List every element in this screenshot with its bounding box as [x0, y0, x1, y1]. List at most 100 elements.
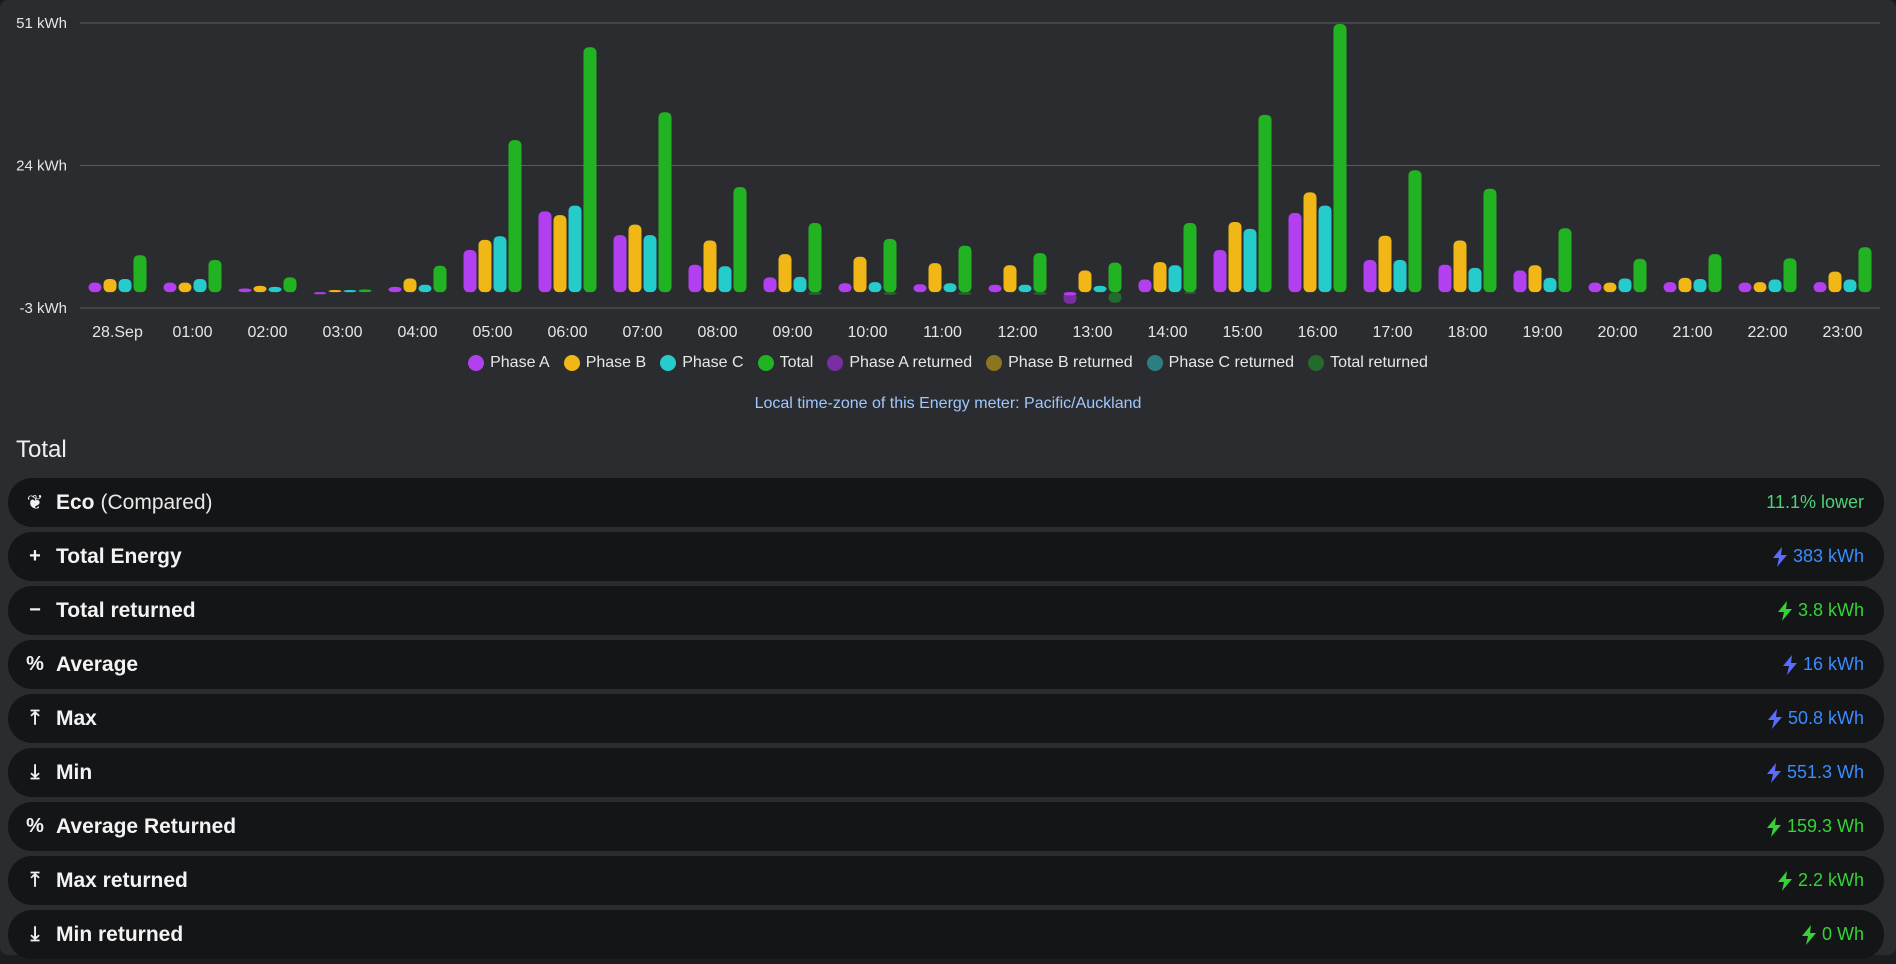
x-tick-label: 20:00 [1597, 324, 1637, 341]
x-tick-label: 13:00 [1072, 324, 1112, 341]
bar-total [1333, 24, 1347, 293]
bar-phase-b [1828, 271, 1842, 293]
legend-label: Phase B [585, 354, 647, 371]
stat-left: ❦ Eco (Compared) [24, 491, 213, 515]
legend-item[interactable]: Phase C [660, 354, 744, 372]
bar-phase-c [118, 278, 132, 293]
bar-phase-c [793, 276, 807, 293]
bar-phase-a [1663, 282, 1677, 293]
legend-swatch [1308, 355, 1325, 371]
x-tick-label: 23:00 [1822, 324, 1862, 341]
stat-value-group: 383 kWh [1772, 546, 1864, 567]
stat-value-group: 50.8 kWh [1767, 708, 1864, 729]
x-tick-label: 03:00 [322, 324, 362, 341]
bar-phase-c [268, 286, 282, 293]
bar-phase-a [463, 249, 477, 293]
bar-phase-a [613, 235, 627, 293]
legend-swatch [827, 355, 844, 371]
lightning-bolt-icon [1782, 654, 1798, 675]
bar-phase-a [313, 292, 327, 295]
legend-item[interactable]: Phase C returned [1146, 354, 1295, 372]
bar-phase-c [1693, 278, 1707, 293]
legend-label: Phase C [682, 354, 744, 371]
x-tick-label: 19:00 [1522, 324, 1562, 341]
stat-sublabel: (Compared) [100, 490, 213, 514]
bar-total-returned [1183, 292, 1197, 294]
arrow-up-to-line-icon: ⤒ [30, 707, 40, 729]
x-tick-label: 09:00 [772, 324, 812, 341]
legend-item[interactable]: Phase B returned [986, 354, 1133, 372]
bar-phase-b [628, 224, 642, 293]
legend-swatch [757, 355, 774, 371]
legend-label: Total returned [1330, 354, 1428, 371]
bar-total [283, 277, 297, 293]
legend-label: Phase C returned [1168, 354, 1295, 371]
stat-row-max[interactable]: ⤒ Max 50.8 kWh [8, 694, 1884, 743]
legend-item[interactable]: Total returned [1308, 354, 1428, 372]
bar-total [883, 238, 897, 293]
timezone-note: Local time-zone of this Energy meter: Pa… [754, 395, 1142, 412]
legend-swatch [468, 355, 485, 371]
stat-value: 3.8 kWh [1797, 600, 1864, 620]
plus-icon: + [29, 545, 41, 567]
bar-phase-a [688, 264, 702, 293]
legend-item[interactable]: Total [757, 354, 814, 372]
y-tick-label: 51 kWh [16, 15, 67, 32]
x-tick-label: 05:00 [472, 324, 512, 341]
bar-total [1258, 114, 1272, 293]
stat-value-group: 11.1% lower [1766, 492, 1864, 513]
stat-value: 11.1% lower [1766, 492, 1864, 512]
x-tick-label: 28.Sep [92, 324, 143, 341]
stat-left: ⤓ Min [24, 760, 93, 785]
legend-label: Phase A returned [849, 354, 973, 371]
x-tick-label: 04:00 [397, 324, 437, 341]
bar-phase-a [1138, 279, 1152, 293]
legend-label: Phase B returned [1008, 354, 1133, 371]
lightning-bolt-icon [1767, 708, 1783, 729]
bar-phase-c [1618, 278, 1632, 293]
bar-phase-c [1018, 284, 1032, 293]
bar-total [1408, 170, 1422, 293]
stat-row-total-energy[interactable]: + Total Energy 383 kWh [8, 532, 1884, 581]
legend-item[interactable]: Phase A returned [827, 354, 972, 372]
stat-row-min[interactable]: ⤓ Min 551.3 Wh [8, 748, 1884, 797]
legend-item[interactable]: Phase B [563, 354, 647, 372]
x-tick-label: 06:00 [547, 324, 587, 341]
bar-phase-a [1363, 259, 1377, 293]
bar-phase-a [1288, 213, 1302, 293]
x-tick-label: 07:00 [622, 324, 662, 341]
percent-icon: % [26, 815, 44, 837]
stat-row-average-returned[interactable]: % Average Returned 159.3 Wh [8, 802, 1884, 851]
bar-phase-b [1753, 282, 1767, 293]
stat-value-group: 0 Wh [1801, 924, 1864, 945]
bar-phase-b [1003, 265, 1017, 293]
stat-value: 159.3 Wh [1786, 816, 1864, 836]
legend-swatch [986, 355, 1003, 371]
bar-total [1033, 253, 1047, 293]
stat-left: % Average [24, 653, 138, 677]
bar-phase-c [718, 266, 732, 293]
x-tick-label: 11:00 [923, 324, 962, 341]
bar-phase-c [1168, 265, 1182, 293]
bar-phase-b [1603, 282, 1617, 293]
legend-label: Total [779, 354, 814, 371]
stat-value: 2.2 kWh [1797, 870, 1864, 890]
stat-left: ⤒ Max [24, 707, 97, 731]
stat-value: 383 kWh [1792, 546, 1864, 566]
bar-phase-b [928, 263, 942, 293]
legend-item[interactable]: Phase A [468, 354, 550, 372]
stat-left: + Total Energy [24, 545, 181, 569]
stat-row-eco[interactable]: ❦ Eco (Compared) 11.1% lower [8, 478, 1884, 527]
bar-total [1783, 258, 1797, 293]
stat-label: Min [56, 760, 93, 784]
stat-row-average[interactable]: % Average 16 kWh [8, 640, 1884, 689]
stat-row-total-returned[interactable]: − Total returned 3.8 kWh [8, 586, 1884, 635]
bar-phase-c [1393, 259, 1407, 293]
bar-phase-b [1303, 192, 1317, 293]
stat-row-max-returned[interactable]: ⤒ Max returned 2.2 kWh [8, 856, 1884, 905]
bar-phase-c [1318, 205, 1332, 293]
stat-row-min-returned[interactable]: ⤓ Min returned 0 Wh [8, 910, 1884, 959]
bar-phase-c [1243, 228, 1257, 293]
arrow-up-to-line-icon: ⤒ [30, 869, 40, 891]
